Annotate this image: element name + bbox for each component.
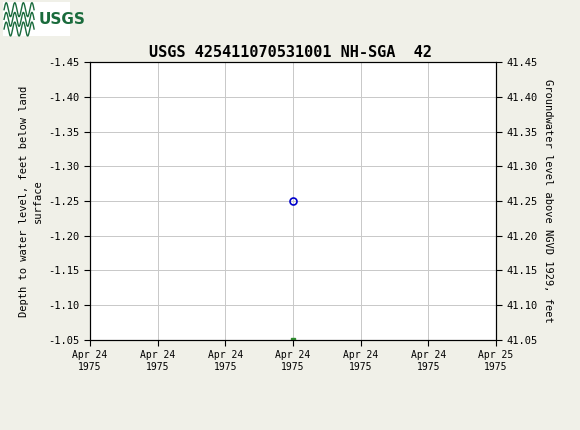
Text: USGS: USGS: [39, 12, 86, 27]
Y-axis label: Depth to water level, feet below land
surface: Depth to water level, feet below land su…: [20, 86, 43, 316]
Bar: [3, 2, 70, 37]
Y-axis label: Groundwater level above NGVD 1929, feet: Groundwater level above NGVD 1929, feet: [543, 79, 553, 323]
Text: USGS 425411070531001 NH-SGA  42: USGS 425411070531001 NH-SGA 42: [148, 45, 432, 60]
Legend: Period of approved data: Period of approved data: [190, 428, 396, 430]
